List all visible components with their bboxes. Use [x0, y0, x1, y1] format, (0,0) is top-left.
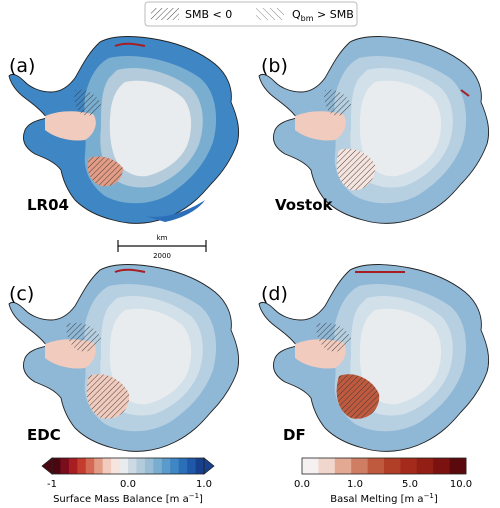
panel-a-letter: (a)	[9, 55, 35, 77]
colorbar-smb-cell	[94, 458, 104, 474]
panel-d: (d) DF	[259, 265, 489, 452]
colorbar-melt-cell	[384, 458, 401, 474]
colorbar-smb-cell	[178, 458, 188, 474]
panel-c-letter: (c)	[9, 283, 34, 305]
colorbar-smb-cell	[136, 458, 146, 474]
legend-label-qbm: Qbm > SMB	[292, 8, 354, 23]
colorbar-smb-cell	[161, 458, 171, 474]
colorbar-smb-cell	[187, 458, 196, 474]
colorbar-smb-cell	[195, 458, 205, 474]
scale-length: 2000	[153, 252, 171, 260]
colorbar-smb: -1 0.0 1.0 Surface Mass Balance [m a−1]	[41, 457, 215, 505]
colorbar-melt-tick-0: 0.0	[294, 479, 310, 490]
colorbar-smb-tick-max: 1.0	[196, 479, 212, 490]
colorbar-smb-cell	[52, 458, 61, 474]
legend-swatch-qbm	[256, 8, 284, 20]
colorbar-melt-label: Basal Melting [m a−1]	[330, 492, 438, 505]
legend-label-smb: SMB < 0	[185, 8, 232, 21]
colorbar-melt-tick-2: 5.0	[402, 479, 418, 490]
colorbar-smb-cell	[119, 458, 129, 474]
colorbar-smb-cell	[102, 458, 112, 474]
panel-c: (c) EDC	[9, 265, 239, 452]
colorbar-melt-cell	[334, 458, 352, 474]
panel-b: (b) Vostok	[259, 37, 489, 224]
colorbar-melt-cell	[449, 458, 467, 474]
colorbar-smb-cell	[60, 458, 70, 474]
colorbar-melt-cell	[416, 458, 434, 474]
colorbar-smb-cell	[153, 458, 163, 474]
legend-swatch-smb	[151, 8, 179, 20]
colorbar-smb-cells	[52, 458, 205, 474]
colorbar-smb-min-arrow	[41, 457, 53, 475]
panel-b-name: Vostok	[275, 196, 333, 214]
colorbar-smb-cell	[68, 458, 78, 474]
colorbar-smb-cell	[170, 458, 180, 474]
scale-bar: km 2000	[117, 234, 207, 260]
panel-b-letter: (b)	[261, 55, 288, 77]
colorbar-smb-cell	[85, 458, 95, 474]
colorbar-melt-cells	[302, 458, 467, 474]
colorbar-melt-cell	[367, 458, 385, 474]
colorbar-smb-cell	[77, 458, 87, 474]
colorbar-smb-tick-mid: 0.0	[120, 479, 136, 490]
scale-unit: km	[157, 234, 168, 242]
panel-a: (a) LR04	[8, 36, 240, 224]
colorbar-melt-cell	[318, 458, 336, 474]
panel-a-name: LR04	[27, 196, 69, 214]
colorbar-melt: 0.0 1.0 5.0 10.0 Basal Melting [m a−1]	[294, 457, 472, 505]
panel-c-name: EDC	[27, 426, 61, 444]
colorbar-melt-tick-1: 1.0	[347, 479, 363, 490]
colorbar-smb-cell	[128, 458, 137, 474]
colorbar-melt-cell	[351, 458, 368, 474]
colorbar-melt-cell	[433, 458, 450, 474]
colorbar-smb-tick-min: -1	[47, 479, 57, 490]
colorbar-melt-cell	[400, 458, 418, 474]
colorbar-smb-label: Surface Mass Balance [m a−1]	[53, 492, 203, 505]
panel-d-name: DF	[283, 426, 306, 444]
colorbar-smb-max-arrow	[203, 457, 215, 475]
colorbar-smb-cell	[144, 458, 154, 474]
colorbar-smb-cell	[111, 458, 120, 474]
panel-d-letter: (d)	[261, 283, 288, 305]
colorbar-melt-tick-3: 10.0	[450, 479, 472, 490]
legend: SMB < 0 Qbm > SMB	[144, 1, 358, 27]
colorbar-melt-cell	[302, 458, 319, 474]
